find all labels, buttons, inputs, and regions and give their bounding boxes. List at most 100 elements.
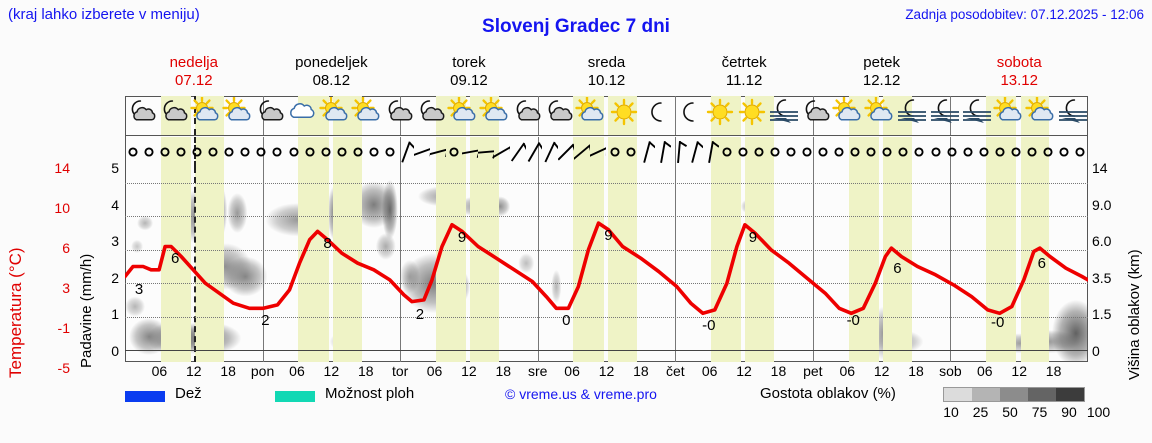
time-tick-label: 06 (701, 363, 718, 379)
cloud-blob (227, 193, 248, 234)
wind-barb-symbol (398, 137, 414, 167)
day-name: nedelja (169, 54, 218, 71)
wind-calm-symbol (895, 137, 911, 167)
wind-barb-symbol (574, 137, 591, 167)
time-tick-label: 18 (220, 363, 236, 379)
temperature-tick: 6 (62, 240, 70, 256)
wind-barb-row (125, 137, 1088, 167)
time-tick-label: 12 (1011, 363, 1027, 379)
day-name: petek (863, 54, 900, 71)
temperature-value-label: 3 (134, 280, 144, 298)
temperature-value-label: -0 (991, 313, 1005, 331)
time-tick-label: 12 (461, 363, 477, 379)
time-tick-label: 12 (873, 363, 890, 379)
wind-barb-symbol (462, 137, 479, 167)
temperature-value-label: 8 (323, 235, 332, 253)
time-tick-label: 06 (977, 363, 993, 379)
moon-fog-icon (767, 96, 799, 136)
day-header-6: petek 12.12 (813, 54, 951, 90)
wind-barb-symbol (413, 137, 430, 167)
wind-calm-symbol (863, 137, 879, 167)
current-time-marker (194, 137, 197, 167)
moon-fog-icon (928, 96, 960, 136)
day-date: 12.12 (862, 72, 901, 89)
moon-cloud-icon (157, 96, 189, 136)
copyright-link[interactable]: © vreme.us & vreme.pro (505, 386, 657, 402)
moon-cloud-icon (542, 96, 574, 136)
sun-cloud-icon (318, 96, 350, 136)
cloud-density-tick: 75 (1031, 404, 1048, 420)
wind-calm-symbol (334, 137, 350, 167)
time-tick-label: 18 (495, 363, 512, 379)
sun-cloud-icon (189, 96, 221, 136)
cloud-height-axis-ticks: 14 9.0 6.0 3.5 1.5 0 (1092, 160, 1138, 370)
wind-barb-symbol (558, 137, 575, 167)
day-abbrev-label: čet (665, 363, 685, 379)
wind-calm-symbol (799, 137, 815, 167)
moon-cloud-icon (799, 96, 831, 136)
precipitation-tick: 1 (111, 306, 119, 322)
moon-clear-icon (639, 96, 671, 136)
time-tick-label: 06 (151, 363, 168, 379)
wind-calm-symbol (944, 137, 960, 167)
moon-fog-icon (895, 96, 927, 136)
page-title: Slovenj Gradec 7 dni (482, 16, 670, 37)
last-updated: Zadnja posodobitev: 07.12.2025 - 12:06 (905, 7, 1144, 22)
daylight-band (848, 137, 879, 167)
day-date: 13.12 (1000, 72, 1038, 89)
day-separator (812, 167, 814, 362)
day-date: 10.12 (587, 72, 626, 89)
day-separator (675, 137, 677, 167)
cloud-density-swatch (1000, 388, 1028, 401)
wind-calm-symbol (141, 137, 157, 167)
wind-barb-symbol (590, 137, 607, 167)
day-abbrev-label: sre (527, 363, 548, 379)
temperature-tick: -5 (57, 360, 70, 376)
day-header-3: torek 09.12 (400, 54, 538, 90)
temperature-axis-ticks: 14 10 6 3 -1 -5 (26, 160, 70, 376)
day-header-1: nedelja 07.12 (125, 54, 263, 90)
precipitation-tick: 5 (111, 160, 119, 176)
day-separator (400, 167, 402, 362)
cloud-height-tick: 9.0 (1092, 196, 1112, 213)
day-abbrev-label: pon (250, 363, 275, 379)
temperature-value-label: 2 (261, 312, 270, 330)
chart-legend: Dež Možnost ploh © vreme.us & vreme.pro … (125, 385, 1145, 432)
sun-cloud-icon (350, 96, 382, 136)
rain-legend-swatch (125, 391, 165, 402)
cloud-density-swatch (944, 388, 972, 401)
temperature-value-label: -0 (846, 312, 860, 330)
daylight-band (607, 167, 637, 362)
moon-cloud-icon (510, 96, 542, 136)
wind-calm-symbol (735, 137, 751, 167)
day-header-5: četrtek 11.12 (675, 54, 813, 90)
wind-barb-symbol (639, 137, 655, 167)
day-name: torek (452, 54, 486, 71)
moon-cloud-icon (253, 96, 285, 136)
temperature-value-label: 9 (457, 228, 467, 246)
wind-barb-symbol (526, 137, 543, 167)
showers-legend-swatch (275, 391, 315, 402)
rain-legend-label: Dež (175, 385, 202, 402)
location-menu-note: (kraj lahko izberete v meniju) (8, 6, 200, 23)
day-header-strip: nedelja 07.12 ponedeljek 08.12 torek 09.12 sre… (125, 54, 1088, 94)
cloud-blob (551, 269, 562, 304)
cloud-density-tick: 90 (1061, 404, 1077, 420)
cloud-blob (125, 296, 146, 317)
cloud-blob (137, 215, 154, 231)
moon-fog-icon (1056, 96, 1088, 136)
wind-calm-symbol (350, 137, 366, 167)
precipitation-tick: 4 (111, 196, 119, 213)
cloud-density-swatch (1056, 388, 1084, 401)
sun-clear-icon (703, 96, 735, 136)
cloud-density-swatch (972, 388, 1000, 401)
time-tick-label: 12 (323, 363, 340, 379)
sun-cloud-icon (992, 96, 1024, 136)
time-tick-label: 06 (426, 363, 443, 379)
day-separator (675, 167, 677, 362)
daylight-band (848, 167, 879, 362)
day-name: sobota (996, 54, 1042, 71)
daylight-band (711, 167, 742, 362)
wind-barb-symbol (478, 137, 495, 167)
time-tick-label: 18 (1045, 363, 1062, 379)
